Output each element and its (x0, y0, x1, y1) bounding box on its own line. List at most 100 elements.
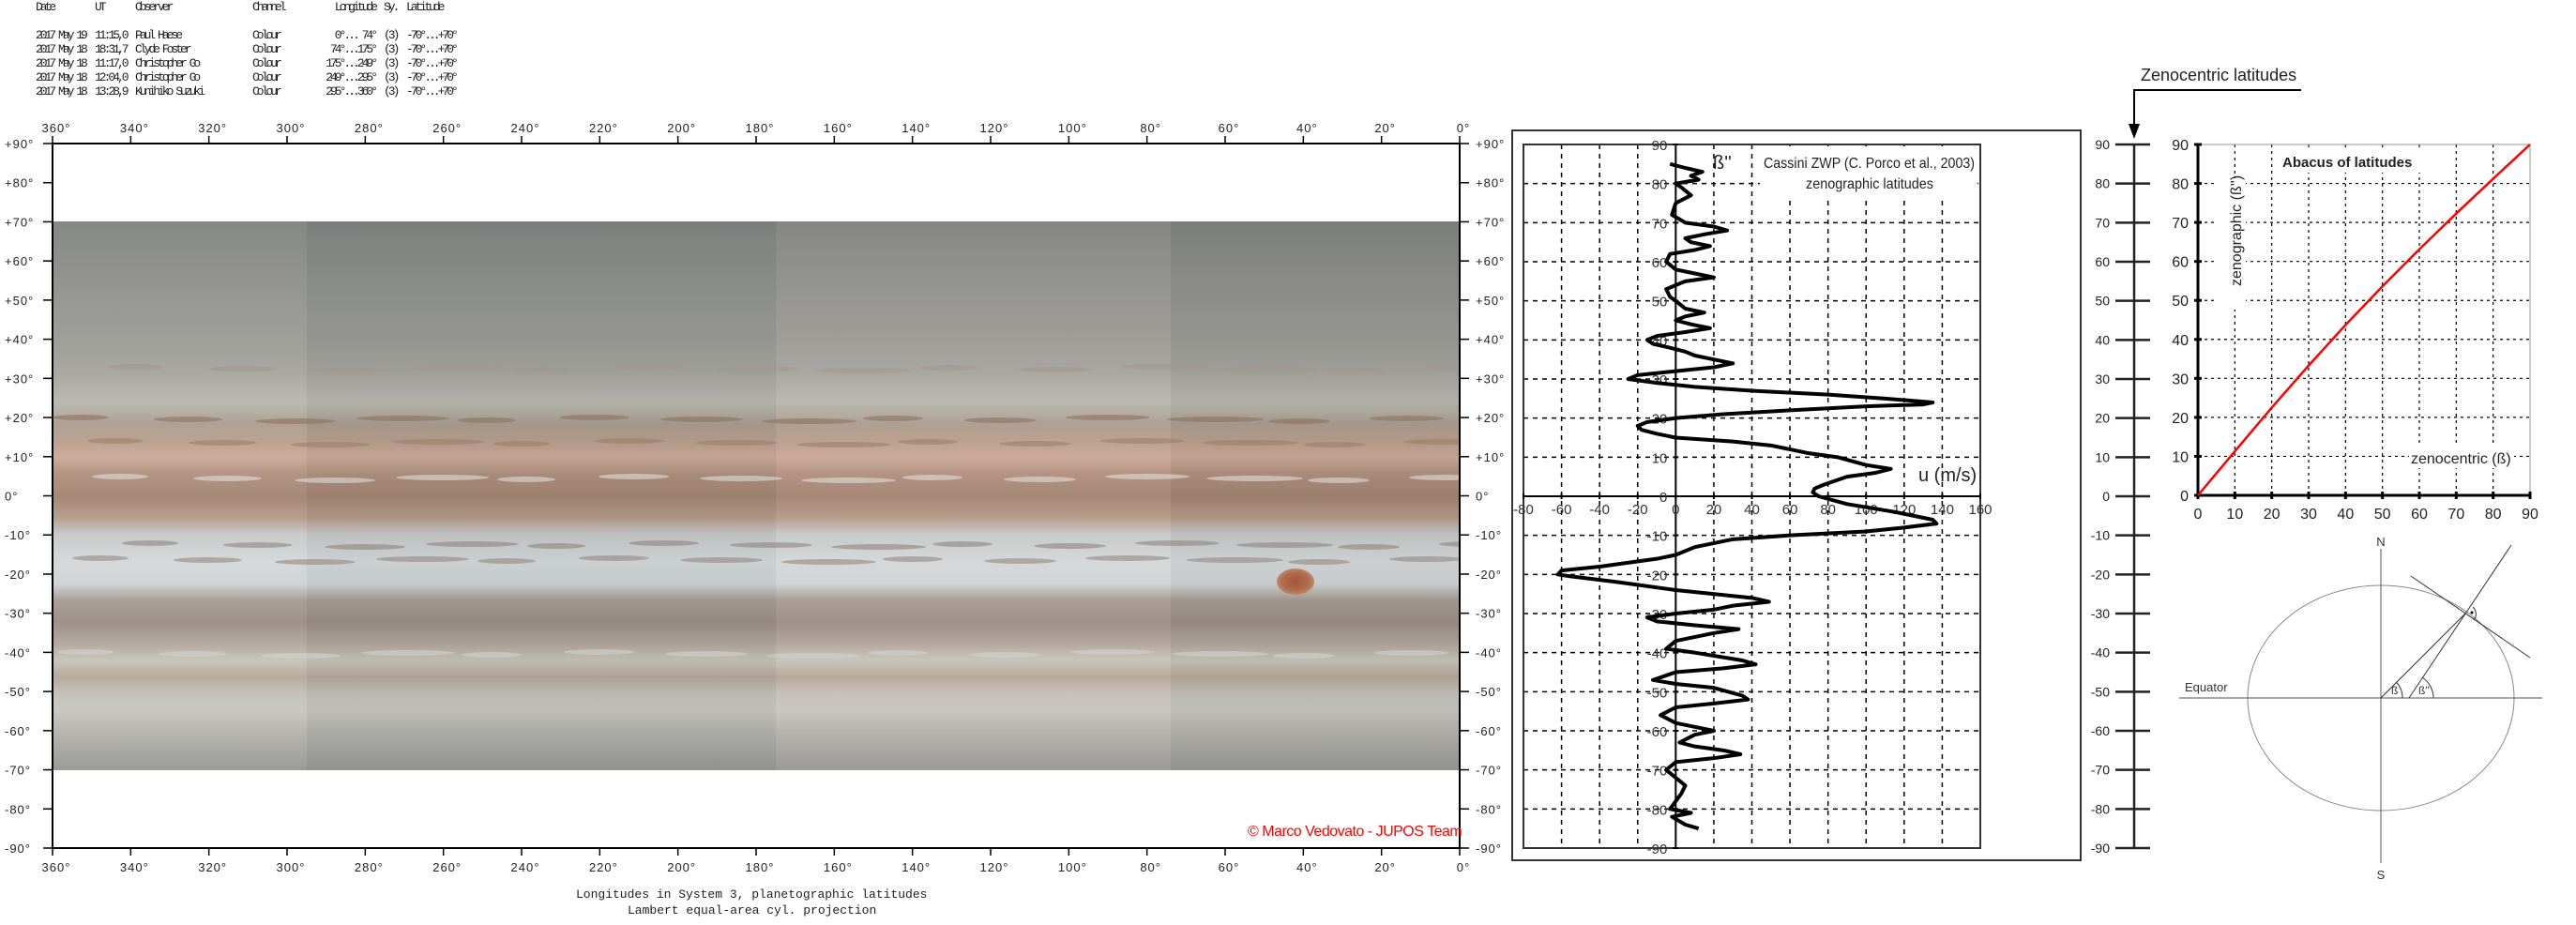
map-caption-line2: Lambert equal-area cyl. projection (628, 903, 877, 917)
great-red-spot (1277, 569, 1314, 596)
cloud-streak (614, 363, 684, 370)
lon-label-bottom: 220° (589, 860, 618, 874)
lon-label-bottom: 140° (902, 860, 931, 874)
table-cell: -70°...+70° (406, 70, 459, 84)
cloud-streak (1374, 650, 1448, 657)
cloud-streak (883, 556, 943, 563)
cloud-streak (902, 474, 962, 480)
cloud-streak (863, 416, 923, 422)
cloud-streak (1404, 439, 1460, 446)
cloud-streak (629, 539, 699, 546)
table-cell: -70°...+70° (406, 56, 459, 70)
cloud-streak (1187, 557, 1283, 564)
cloud-streak (730, 541, 812, 548)
north-label: N (2376, 535, 2385, 549)
lat-label-left: -90° (5, 842, 31, 856)
cloud-streak (458, 417, 516, 424)
table-cell: Colour (252, 84, 282, 99)
zwp-y-tick-label: 90 (1652, 138, 1668, 154)
radius-line (2380, 612, 2467, 699)
table-cell: (3) (384, 70, 400, 84)
cloud-streak (660, 417, 743, 423)
lon-label-top: 180° (746, 121, 775, 135)
cloud-streak (1105, 473, 1190, 479)
table-cell: 11:17,0 (95, 56, 129, 70)
lon-label-top: 200° (667, 121, 696, 135)
cloud-streak (527, 542, 585, 549)
lon-label-top: 320° (198, 121, 227, 135)
cloud-streak (932, 540, 993, 547)
cloud-streak (411, 364, 504, 371)
lon-label-top: 260° (432, 121, 462, 135)
zwp-y-tick-label: 0 (1659, 490, 1667, 506)
abacus-x-tick-label: 30 (2300, 507, 2317, 523)
lon-label-top: 220° (589, 121, 618, 135)
cloud-streak (1135, 539, 1220, 546)
zwp-y-tick-label: -20 (1647, 568, 1668, 584)
zwp-x-tick-label: 80 (1820, 502, 1836, 518)
cloud-streak (715, 365, 797, 372)
cloud-streak (868, 650, 928, 657)
column-header: Date (36, 0, 56, 14)
lon-label-bottom: 0° (1457, 860, 1470, 874)
cloud-streak (462, 652, 521, 659)
abacus-y-tick-label: 10 (2172, 449, 2189, 465)
lat-label-right: -60° (1476, 724, 1502, 738)
table-cell: Christopher Go (135, 56, 201, 70)
zenocentric-tick-label: -60 (2091, 723, 2110, 738)
lon-label-bottom: 260° (432, 860, 462, 874)
lat-label-right: +90° (1476, 137, 1505, 151)
zenocentric-tick-label: 0 (2102, 489, 2110, 504)
cloud-streak (275, 559, 356, 566)
cloud-streak (969, 652, 1041, 659)
cloud-streak (984, 558, 1056, 565)
equator-label: Equator (2185, 680, 2228, 694)
abacus-xlabel-box (2409, 446, 2514, 468)
lon-label-top: 100° (1058, 121, 1087, 135)
abacus-title-box (2275, 150, 2423, 173)
zenocentric-tick-label: 80 (2095, 176, 2110, 191)
zwp-x-tick-label: -60 (1552, 502, 1572, 518)
table-cell: 2017 May 18 (36, 84, 88, 99)
cloud-streak (290, 442, 371, 448)
zwp-y-tick-label: -70 (1647, 764, 1668, 780)
table-cell: -70°...+70° (406, 42, 459, 56)
cloud-streak (1338, 543, 1400, 550)
table-cell: Kunihiko Suzuki (135, 84, 205, 99)
cloud-streak (477, 558, 536, 565)
lat-label-right: +70° (1476, 215, 1505, 229)
south-label: S (2377, 868, 2386, 882)
cloud-streak (1221, 365, 1318, 372)
zwp-y-tick-label: 80 (1652, 177, 1668, 193)
abacus-y-tick-label: 50 (2172, 294, 2189, 310)
cloud-streak (154, 417, 222, 423)
abacus-y-tick-label: 20 (2172, 411, 2189, 427)
cloud-streak (1268, 418, 1330, 425)
zenocentric-tick-label: -70 (2091, 763, 2110, 778)
lat-label-left: -10° (5, 528, 31, 542)
table-cell: Colour (252, 42, 282, 56)
lon-label-top: 280° (355, 121, 384, 135)
cloud-streak (1236, 541, 1333, 548)
zenocentric-tick-label: 30 (2095, 372, 2110, 387)
wind-profile-line (1555, 161, 1939, 831)
lat-label-left: +50° (5, 294, 34, 308)
cloud-streak (223, 541, 292, 548)
zwp-title-box (1760, 146, 1977, 198)
column-header: Longitude (334, 0, 378, 14)
cloud-streak (426, 540, 519, 547)
lon-label-top: 120° (980, 121, 1009, 135)
lon-label-bottom: 160° (824, 860, 853, 874)
map-caption-line1: Longitudes in System 3, planetographic l… (576, 887, 928, 902)
cloud-streak (1167, 417, 1264, 423)
cloud-streak (762, 418, 856, 425)
map-axes: 360° 360° 340° 340° 320° 320° 300° 300° 280° 280°… (5, 121, 1505, 874)
abacus-title: Abacus of latitudes (2282, 155, 2412, 171)
abacus-x-tick-label: 60 (2411, 507, 2428, 523)
zwp-y-tick-label: -10 (1647, 529, 1668, 545)
cloud-streak (559, 415, 629, 421)
abacus-x-tick-label: 40 (2337, 507, 2354, 523)
cloud-streak (801, 477, 896, 483)
lon-label-bottom: 300° (277, 860, 306, 874)
lat-label-right: -40° (1476, 645, 1502, 660)
